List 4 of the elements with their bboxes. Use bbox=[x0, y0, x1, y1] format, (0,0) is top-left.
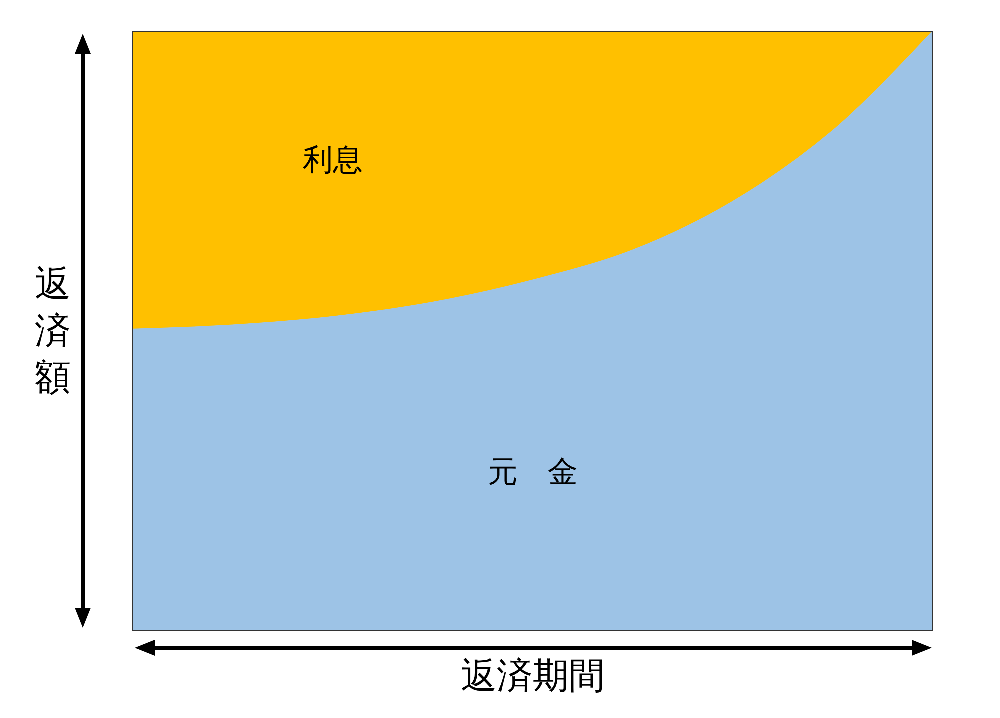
series-label: 利息 bbox=[303, 143, 363, 178]
y-axis-title: 返済額 bbox=[35, 264, 71, 399]
series-label: 元 金 bbox=[488, 455, 578, 490]
x-axis-title: 返済期間 bbox=[461, 656, 605, 697]
